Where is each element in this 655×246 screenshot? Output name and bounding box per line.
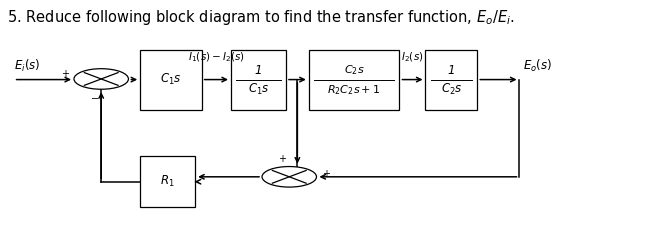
Text: $C_2s$: $C_2s$ (441, 82, 462, 97)
Text: 5. Reduce following block diagram to find the transfer function, $E_o/E_i$.: 5. Reduce following block diagram to fin… (7, 8, 515, 27)
Text: $I_2(s)$: $I_2(s)$ (402, 50, 424, 64)
Text: +: + (322, 169, 329, 179)
Bar (140, 50, 202, 109)
Text: $R_2C_2s+1$: $R_2C_2s+1$ (328, 83, 381, 97)
Text: +: + (278, 154, 286, 164)
Bar (309, 50, 400, 109)
Circle shape (262, 167, 316, 187)
Text: $C_1s$: $C_1s$ (248, 82, 269, 97)
Circle shape (74, 69, 128, 89)
Text: 1: 1 (255, 64, 262, 77)
Bar (231, 50, 286, 109)
Text: $C_2s$: $C_2s$ (344, 63, 364, 77)
Text: $E_i(s)$: $E_i(s)$ (14, 58, 40, 74)
Text: 1: 1 (447, 64, 455, 77)
Text: $-$: $-$ (90, 92, 99, 102)
Bar (426, 50, 477, 109)
Text: $R_1$: $R_1$ (160, 174, 175, 189)
Bar (140, 156, 195, 207)
Text: $I_1(s) - I_2(s)$: $I_1(s) - I_2(s)$ (188, 50, 245, 64)
Text: $E_o(s)$: $E_o(s)$ (523, 58, 552, 74)
Text: $C_1s$: $C_1s$ (160, 72, 181, 87)
Text: +: + (61, 69, 69, 79)
